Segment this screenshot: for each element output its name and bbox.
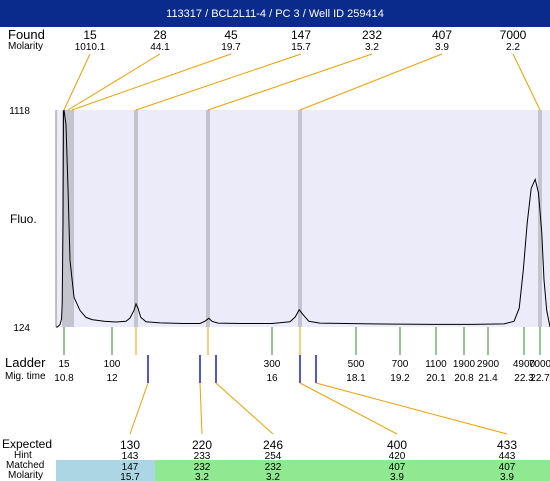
molarity-bottom-label: Molarity — [8, 470, 44, 481]
fluo-axis-label: Fluo. — [10, 212, 37, 226]
peak-marker-band — [62, 110, 66, 327]
ladder-size-label: 100 — [104, 359, 121, 370]
found-size-label: 7000 — [500, 28, 527, 42]
peak-marker-band — [134, 110, 138, 327]
ladder-size-label: 15 — [58, 359, 70, 370]
ladder-time-label: 12 — [106, 373, 118, 384]
ladder-time-label: 22.7 — [530, 373, 550, 384]
plot-area — [56, 110, 550, 327]
matched-bg-green — [155, 460, 550, 481]
found-molarity-label: 3.9 — [435, 42, 449, 53]
expected-size-label: 433 — [497, 438, 517, 452]
expected-size-label: 130 — [120, 438, 140, 452]
expected-molarity-label: 3.2 — [266, 472, 280, 480]
expected-molarity-label: 3.9 — [390, 472, 404, 480]
ladder-size-label: 500 — [348, 359, 365, 370]
expected-molarity-label: 3.2 — [195, 472, 209, 480]
ladder-time-label: 10.8 — [54, 373, 74, 384]
chart-title-bar: 113317 / BCL2L11-4 / PC 3 / Well ID 2594… — [0, 0, 550, 27]
peak-marker-band — [298, 110, 302, 327]
expected-connector — [199, 382, 203, 435]
found-molarity-label: 3.2 — [365, 42, 379, 53]
expected-size-label: 220 — [192, 438, 212, 452]
found-molarity-label: 2.2 — [506, 42, 520, 53]
expected-matched-label: 407 — [389, 462, 406, 473]
peak-marker-band — [66, 110, 70, 327]
found-connector — [63, 53, 91, 111]
hint-label: Hint — [14, 450, 32, 461]
found-size-label: 28 — [153, 28, 167, 42]
found-size-label: 407 — [432, 28, 452, 42]
found-size-label: 45 — [224, 28, 238, 42]
expected-molarity-label: 15.7 — [120, 472, 140, 480]
ladder-time-label: 20.8 — [454, 373, 474, 384]
ladder-time-label: 20.1 — [426, 373, 446, 384]
ladder-time-label: 18.1 — [346, 373, 366, 384]
expected-molarity-label: 3.9 — [500, 472, 514, 480]
found-connector — [135, 53, 302, 111]
peak-marker-band — [70, 110, 74, 327]
found-molarity-label: 44.1 — [150, 42, 170, 53]
expected-matched-label: 232 — [194, 462, 211, 473]
found-molarity-label: 19.7 — [221, 42, 241, 53]
expected-size-label: 246 — [263, 438, 283, 452]
mig-time-label: Mig. time — [5, 371, 46, 382]
expected-hint-label: 420 — [389, 451, 406, 462]
ladder-label: Ladder — [5, 355, 46, 370]
molarity-label: Molarity — [8, 41, 44, 52]
found-size-label: 232 — [362, 28, 382, 42]
chart-title: 113317 / BCL2L11-4 / PC 3 / Well ID 2594… — [166, 8, 384, 20]
expected-size-label: 400 — [387, 438, 407, 452]
expected-label: Expected — [2, 437, 53, 451]
expected-matched-label: 232 — [265, 462, 282, 473]
found-connector — [299, 53, 443, 111]
found-connector — [67, 53, 161, 111]
expected-matched-label: 147 — [122, 462, 139, 473]
y-tick-label-max: 1118 — [9, 106, 30, 117]
found-connector — [207, 53, 373, 111]
ladder-size-label: 4900 — [513, 359, 536, 370]
expected-hint-label: 143 — [122, 451, 139, 462]
expected-hint-label: 254 — [265, 451, 282, 462]
found-molarity-label: 1010.1 — [75, 42, 106, 53]
fluorescence-trace — [56, 109, 550, 328]
ladder-size-label: 1900 — [453, 359, 476, 370]
expected-connector — [315, 382, 508, 435]
found-connector — [512, 53, 541, 111]
matched-bg-blue — [56, 460, 155, 481]
found-molarity-label: 15.7 — [291, 42, 311, 53]
expected-connector — [129, 382, 149, 435]
expected-connector — [215, 382, 274, 435]
expected-connector — [299, 382, 398, 435]
ladder-size-label: 1100 — [425, 359, 447, 370]
ladder-time-label: 22.3 — [514, 373, 534, 384]
ladder-time-label: 21.4 — [478, 373, 498, 384]
found-size-label: 147 — [291, 28, 311, 42]
ladder-size-label: 2900 — [477, 359, 500, 370]
ladder-size-label: 700 — [392, 359, 409, 370]
expected-matched-label: 407 — [499, 462, 516, 473]
ladder-size-label: 300 — [264, 359, 281, 370]
matched-label: Matched — [6, 460, 45, 471]
peak-marker-band — [206, 110, 210, 327]
expected-hint-label: 443 — [499, 451, 516, 462]
ladder-time-label: 16 — [266, 373, 278, 384]
y-tick-label-min: 124 — [13, 323, 30, 334]
found-label: Found — [8, 27, 45, 42]
ladder-size-label: 7000 — [529, 359, 550, 370]
ladder-time-label: 19.2 — [390, 373, 410, 384]
peak-marker-band — [538, 110, 542, 327]
found-size-label: 15 — [83, 28, 97, 42]
found-connector — [71, 53, 232, 111]
expected-hint-label: 233 — [194, 451, 211, 462]
